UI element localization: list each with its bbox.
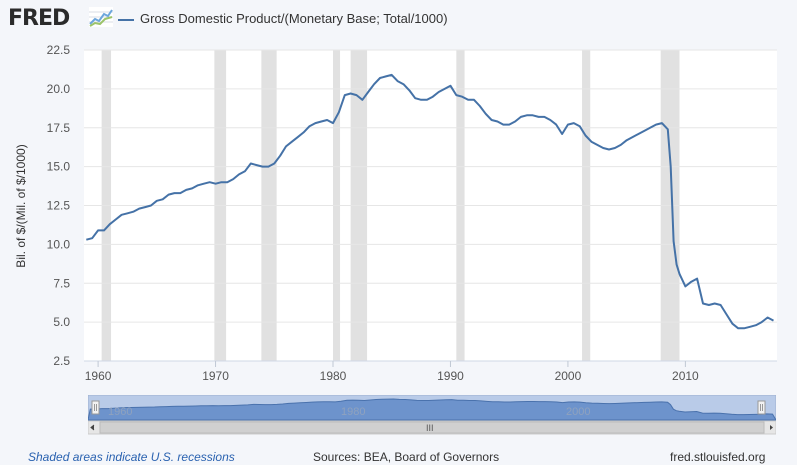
sources-text: Sources: BEA, Board of Governors	[313, 450, 500, 464]
navigator-series-area	[87, 398, 777, 421]
legend[interactable]: Gross Domestic Product/(Monetary Base; T…	[118, 11, 448, 26]
navigator[interactable]: 1960 1980 2000 III	[87, 394, 777, 435]
y-axis-ticks: 2.5 5.0 7.5 10.0 12.5 15.0 17.5 20.0 22.5	[47, 43, 71, 368]
y-tick-label: 5.0	[53, 315, 70, 329]
x-tick-label: 2010	[672, 369, 699, 383]
chart[interactable]: 2.55.07.510.012.515.017.520.022.5 1960 19…	[0, 40, 797, 395]
navigator-tick-1960: 1960	[108, 406, 132, 418]
legend-swatch	[118, 18, 134, 21]
scroll-right-arrow-icon[interactable]	[770, 425, 773, 430]
navigator-left-handle[interactable]	[91, 400, 100, 415]
x-tick-label: 1980	[320, 369, 347, 383]
legend-label: Gross Domestic Product/(Monetary Base; T…	[140, 11, 448, 26]
fred-logo[interactable]: FRED	[8, 6, 70, 31]
scroll-left-arrow-icon[interactable]	[90, 424, 95, 431]
x-tick-label: 1990	[437, 369, 464, 383]
navigator-tick-2000: 2000	[566, 406, 590, 418]
fred-logo-graph-icon	[89, 7, 113, 27]
y-tick-label: 17.5	[47, 121, 71, 135]
y-tick-label: 2.5	[53, 354, 70, 368]
scrollbar-thumb[interactable]	[99, 421, 765, 434]
navigator-svg: 1960 1980 2000 III	[87, 394, 777, 435]
x-axis-ticks: 1960 1970 1980 1990 2000 2010	[84, 360, 777, 383]
recession-note-link[interactable]: Shaded areas indicate U.S. recessions	[28, 450, 235, 464]
header: FRED Gross Domestic Product/(Monetary Ba…	[0, 0, 797, 40]
scrollbar-grip: III	[426, 423, 434, 433]
footer: Shaded areas indicate U.S. recessions So…	[0, 448, 797, 465]
navigator-right-handle[interactable]	[757, 400, 766, 415]
x-tick-label: 2000	[555, 369, 582, 383]
y-tick-label: 15.0	[47, 160, 71, 174]
x-tick-label: 1970	[202, 369, 229, 383]
y-tick-label: 20.0	[47, 82, 71, 96]
y-tick-label: 10.0	[47, 237, 71, 251]
fred-site-link[interactable]: fred.stlouisfed.org	[670, 450, 766, 464]
y-tick-label: 22.5	[47, 43, 71, 57]
series-line[interactable]	[86, 73, 774, 330]
navigator-tick-1980: 1980	[341, 406, 365, 418]
y-tick-label: 7.5	[53, 276, 70, 290]
x-tick-label: 1960	[85, 369, 112, 383]
y-tick-label: 12.5	[47, 199, 71, 213]
y-axis-label: Bil. of $/(Mil. of $/1000)	[14, 144, 28, 267]
